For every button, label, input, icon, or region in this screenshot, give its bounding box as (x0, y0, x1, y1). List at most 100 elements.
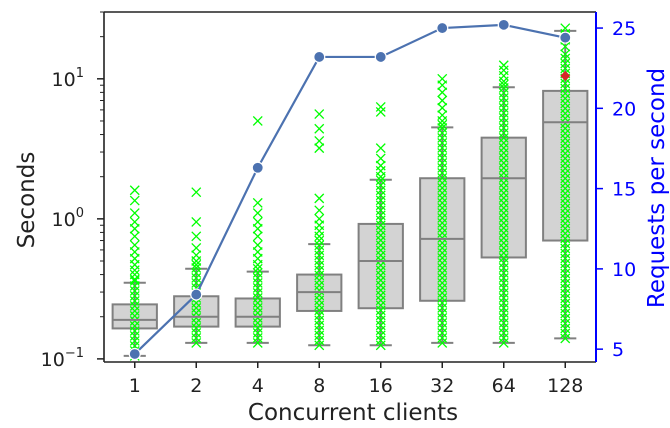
x-tick-label: 16 (369, 375, 393, 397)
outlier-marker (560, 313, 571, 324)
outlier-marker (375, 180, 386, 191)
left-tick-label: 100 (52, 206, 84, 231)
outlier-marker (314, 275, 325, 286)
outlier-marker (129, 320, 140, 331)
outlier-marker (437, 282, 448, 293)
outlier-marker (375, 330, 386, 341)
outlier-marker (498, 297, 509, 308)
outlier-marker (375, 315, 386, 326)
outlier-marker (437, 327, 448, 338)
outlier-marker (191, 267, 202, 278)
outlier-marker (437, 272, 448, 283)
x-tick-label: 32 (430, 375, 454, 397)
outlier-marker (252, 240, 263, 251)
outlier-marker (437, 147, 448, 158)
outlier-marker (437, 242, 448, 253)
outlier-marker (498, 237, 509, 248)
outlier-marker (252, 197, 263, 208)
outlier-marker (560, 293, 571, 304)
outlier-marker (375, 310, 386, 321)
outlier-marker (498, 76, 509, 87)
right-tick-label: 20 (612, 98, 636, 120)
x-tick-label: 8 (313, 375, 325, 397)
outlier-marker (498, 317, 509, 328)
outlier-marker (314, 109, 325, 120)
throughput-point (128, 347, 141, 361)
outlier-marker (437, 182, 448, 193)
outlier-marker (498, 287, 509, 298)
outlier-marker (560, 263, 571, 274)
outlier-marker (498, 79, 509, 90)
outlier-marker (498, 92, 509, 103)
outlier-marker (498, 262, 509, 273)
outlier-marker (498, 242, 509, 253)
outlier-marker (314, 135, 325, 146)
box-group-16 (357, 101, 404, 351)
outlier-marker (437, 292, 448, 303)
outlier-marker (498, 132, 509, 143)
outlier-marker (560, 58, 571, 69)
outlier-marker (560, 288, 571, 299)
throughput-point (190, 288, 203, 301)
outlier-marker (560, 258, 571, 269)
outlier-marker (437, 317, 448, 328)
outlier-marker (498, 157, 509, 168)
outlier-marker (375, 230, 386, 241)
outlier-marker (129, 285, 140, 296)
outlier-marker (437, 237, 448, 248)
outlier-marker (560, 83, 571, 94)
outlier-marker (560, 208, 571, 219)
outlier-marker (437, 202, 448, 213)
outlier-marker (560, 283, 571, 294)
throughput-line (133, 23, 566, 355)
outlier-marker (129, 300, 140, 311)
outlier-marker (560, 118, 571, 129)
outlier-marker (560, 93, 571, 104)
outlier-marker (498, 162, 509, 173)
outlier-marker (437, 337, 448, 348)
outlier-marker (437, 252, 448, 263)
outlier-marker (375, 340, 386, 351)
outlier-marker (129, 335, 140, 346)
outlier-marker (498, 302, 509, 313)
outlier-marker (375, 215, 386, 226)
outlier-marker (252, 297, 263, 308)
outlier-marker (560, 63, 571, 74)
plot-frame (103, 11, 597, 363)
outlier-marker (314, 330, 325, 341)
outlier-marker (437, 312, 448, 323)
outlier-marker (560, 298, 571, 309)
outlier-marker (498, 312, 509, 323)
right-tick-label: 10 (612, 259, 636, 281)
outlier-marker (437, 267, 448, 278)
outlier-marker (129, 315, 140, 326)
outlier-marker (314, 231, 325, 242)
outlier-marker (437, 307, 448, 318)
outlier-marker (498, 117, 509, 128)
outlier-marker (560, 228, 571, 239)
outlier-marker (498, 247, 509, 258)
outlier-marker (498, 192, 509, 203)
outlier-marker (375, 280, 386, 291)
outlier-marker (129, 195, 140, 206)
outlier-marker (129, 325, 140, 336)
outlier-marker (437, 167, 448, 178)
outlier-marker (498, 187, 509, 198)
outlier-marker (437, 222, 448, 233)
outlier-marker (314, 295, 325, 306)
outlier-marker (560, 193, 571, 204)
outlier-marker (560, 108, 571, 119)
outlier-marker (560, 318, 571, 329)
outlier-marker (375, 190, 386, 201)
outlier-marker (314, 310, 325, 321)
outlier-marker (560, 143, 571, 154)
outlier-marker (560, 203, 571, 214)
outlier-marker (498, 322, 509, 333)
throughput-point (374, 50, 387, 64)
outlier-marker (375, 265, 386, 276)
outlier-marker (498, 272, 509, 283)
outlier-marker (437, 247, 448, 258)
outlier-marker (498, 112, 509, 123)
outlier-marker (375, 175, 386, 186)
outlier-marker (437, 262, 448, 273)
